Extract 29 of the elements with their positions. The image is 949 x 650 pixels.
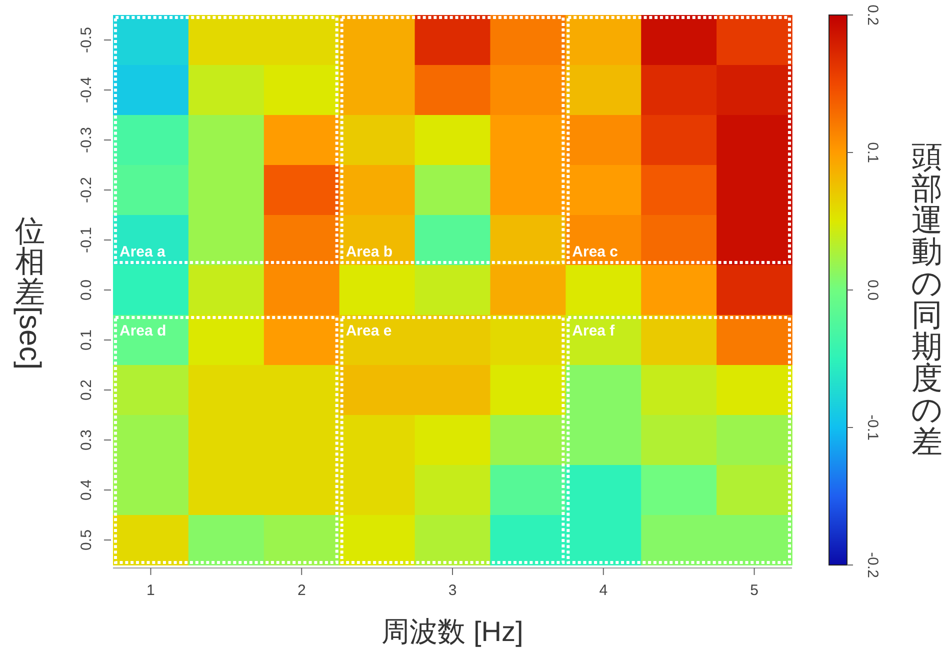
x-axis-title: 周波数 [Hz] <box>382 616 524 647</box>
annotation: Area b <box>346 244 393 260</box>
annotation: Area a <box>120 244 166 260</box>
y-tick-label: 0.0 <box>78 280 95 300</box>
y-tick-label: -0.3 <box>78 127 95 153</box>
annotation: Area d <box>120 322 166 340</box>
annotation: Area e <box>346 322 392 340</box>
colorbar-title: 頭部運動の同期度の差 <box>911 139 943 459</box>
x-tick-label: 2 <box>297 582 306 599</box>
y-tick-label: 0.5 <box>78 530 95 550</box>
y-tick-label: 0.1 <box>78 330 95 350</box>
colorbar-tick-label: -0.2 <box>864 552 881 578</box>
x-tick-label: 4 <box>599 582 608 599</box>
x-tick-label: 3 <box>448 582 457 599</box>
y-tick-label: 0.2 <box>78 380 95 400</box>
annotation: Area f <box>572 322 615 340</box>
x-tick-label: 1 <box>146 582 155 599</box>
y-tick-label: 0.4 <box>78 480 95 500</box>
colorbar-tick-label: 0.2 <box>864 4 881 26</box>
y-tick-label: 0.3 <box>78 430 95 450</box>
colorbar-tick-label: 0.0 <box>864 280 881 300</box>
colorbar-tick-label: -0.1 <box>864 414 881 440</box>
y-tick-label: -0.1 <box>78 227 95 253</box>
y-tick-label: -0.2 <box>78 177 95 203</box>
annotation: Area c <box>572 244 618 260</box>
y-tick-label: -0.5 <box>78 27 95 53</box>
y-tick-label: -0.4 <box>78 77 95 103</box>
colorbar-tick-label: 0.1 <box>864 142 881 163</box>
x-tick-label: 5 <box>750 582 758 599</box>
